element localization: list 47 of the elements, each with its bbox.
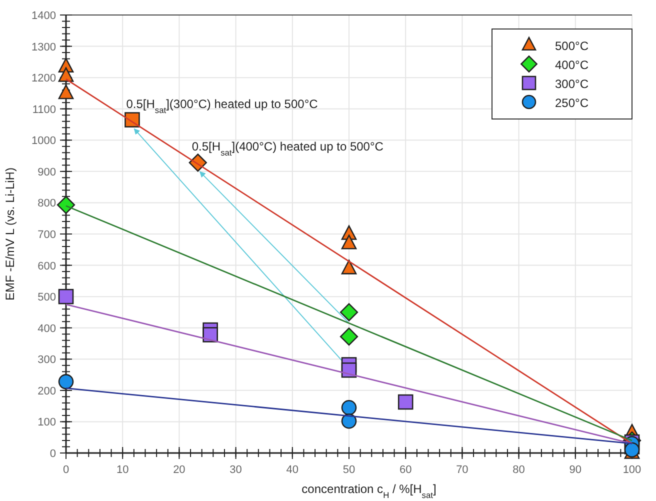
point	[341, 234, 357, 250]
point	[340, 328, 358, 346]
x-tick-label: 30	[230, 464, 242, 476]
x-tick-label: 50	[342, 464, 356, 476]
point	[398, 394, 414, 410]
point	[340, 303, 358, 322]
point	[202, 327, 218, 342]
y-axis-title: EMF -E/mV L (vs. Li-LiH)	[3, 168, 17, 300]
y-tick-label: 800	[38, 198, 56, 210]
point	[341, 413, 357, 429]
legend-label: 300°C	[555, 77, 589, 91]
annotation: 0.5[H$_{sat}$](300°C) heated up to 500°C	[126, 96, 318, 115]
legend-label: 500°C	[555, 39, 589, 53]
x-tick-label: 90	[569, 464, 582, 476]
y-tick-label: 1400	[32, 10, 56, 22]
x-axis-title: concentration c$_{H}$ / %[H$_{sat}$]	[302, 482, 436, 500]
y-tick-label: 400	[38, 322, 56, 335]
point	[58, 374, 74, 390]
annotation: 0.5[H$_{sat}$](400°C) heated up to 500°C	[192, 140, 384, 158]
legend-label: 400°C	[555, 58, 589, 72]
x-tick-label: 40	[286, 464, 299, 476]
x-tick-label: 70	[456, 464, 468, 476]
point	[58, 288, 74, 304]
point	[341, 400, 357, 416]
x-tick-label: 20	[173, 464, 186, 476]
y-tick-label: 100	[38, 416, 56, 429]
y-tick-label: 1000	[32, 135, 56, 148]
y-tick-label: 1300	[32, 41, 56, 54]
point	[58, 84, 74, 100]
x-tick-label: 60	[399, 464, 412, 476]
y-tick-label: 300	[38, 354, 56, 366]
y-tick-label: 1200	[32, 72, 56, 85]
x-tick-label: 100	[622, 464, 642, 476]
y-tick-label: 500	[38, 292, 56, 304]
y-tick-label: 0	[50, 448, 56, 460]
y-tick-label: 900	[38, 166, 56, 178]
y-tick-label: 600	[38, 260, 56, 272]
x-tick-label: 10	[116, 464, 129, 476]
y-tick-label: 1100	[32, 104, 56, 116]
legend-label: 250°C	[555, 96, 589, 110]
point	[56, 196, 76, 214]
y-tick-label: 700	[38, 229, 56, 241]
point	[58, 67, 74, 82]
x-tick-label: 80	[512, 464, 525, 476]
point	[341, 260, 357, 274]
y-tick-label: 200	[38, 385, 56, 398]
x-tick-label: 0	[62, 464, 70, 476]
